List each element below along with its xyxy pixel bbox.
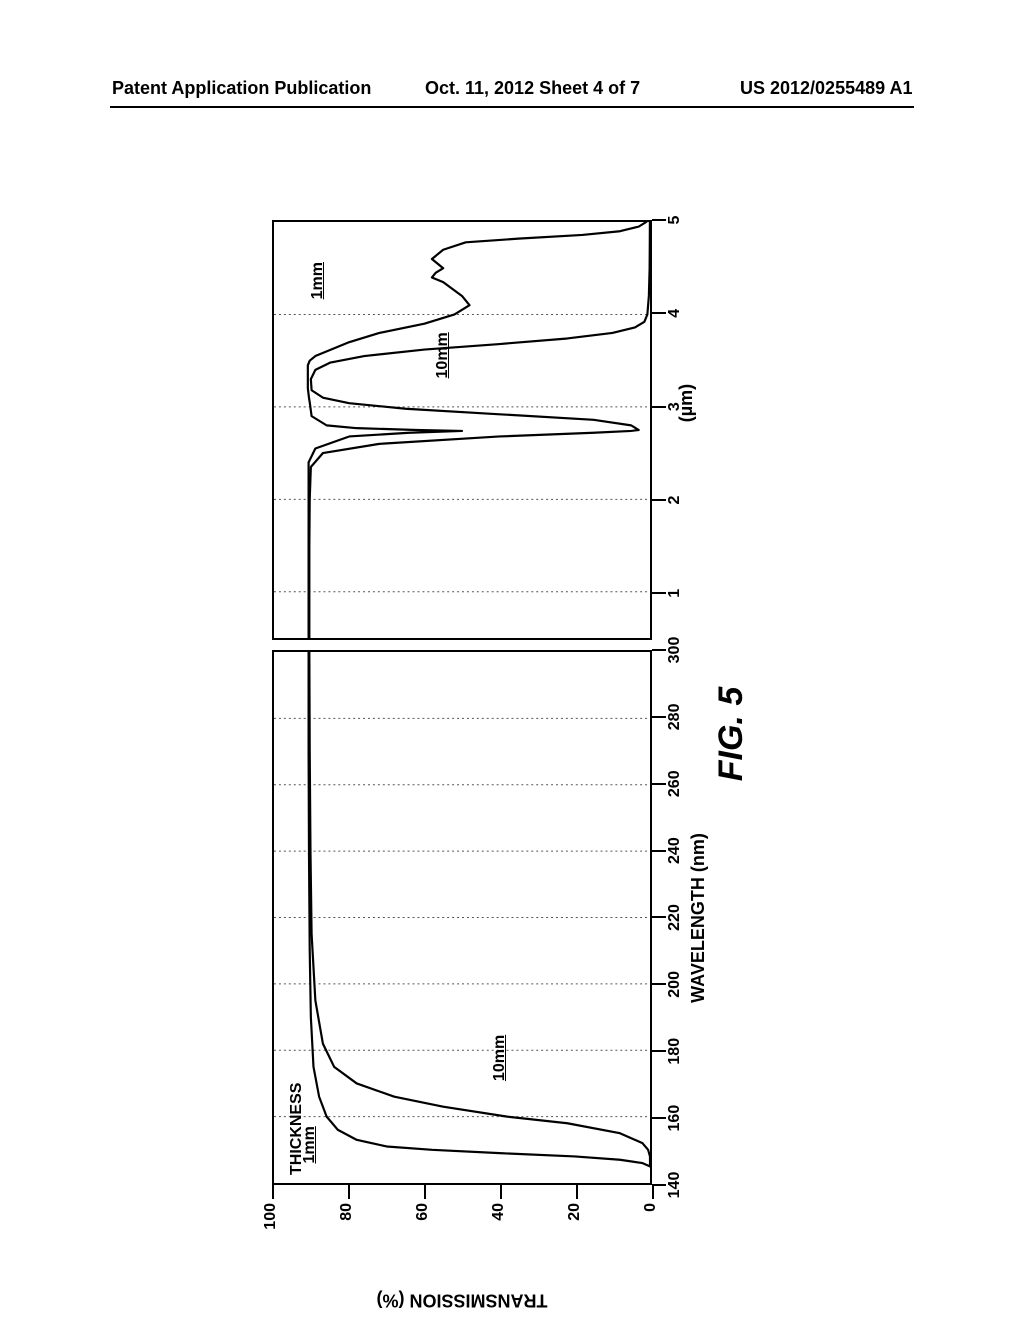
- xtick-label: 1: [666, 589, 684, 598]
- xtick-dash: [652, 783, 666, 785]
- series-label-1mm: 1mm: [309, 262, 327, 299]
- series-label-1mm: 1mm: [301, 1126, 319, 1163]
- ytick-dash: [272, 1185, 274, 1199]
- panel-right: [272, 220, 652, 640]
- panel-left-svg: [274, 652, 650, 1183]
- series-10mm: [309, 222, 650, 638]
- xtick-dash: [652, 917, 666, 919]
- figure-5: TRANSMISSION (%) 020406080100 1401601802…: [232, 180, 792, 1280]
- ytick-dash: [652, 1185, 654, 1199]
- x-axis-label-right: (µm): [676, 384, 697, 422]
- xtick-label: 5: [666, 216, 684, 225]
- xtick-dash: [652, 499, 666, 501]
- panel-left: [272, 650, 652, 1185]
- xtick-label: 220: [666, 904, 684, 931]
- x-axis-label-left: WAVELENGTH (nm): [688, 833, 709, 1003]
- xtick-dash: [652, 649, 666, 651]
- ytick-label: 60: [414, 1203, 432, 1221]
- xtick-dash: [652, 983, 666, 985]
- ytick-label: 40: [490, 1203, 508, 1221]
- ytick-dash: [348, 1185, 350, 1199]
- xtick-dash: [652, 1117, 666, 1119]
- series-10mm: [309, 652, 650, 1166]
- ytick-label: 0: [642, 1203, 660, 1212]
- xtick-label: 4: [666, 309, 684, 318]
- xtick-label: 260: [666, 770, 684, 797]
- header-right: US 2012/0255489 A1: [740, 78, 912, 99]
- xtick-label: 200: [666, 971, 684, 998]
- ytick-dash: [576, 1185, 578, 1199]
- ytick-dash: [424, 1185, 426, 1199]
- header-rule: [110, 106, 914, 108]
- xtick-dash: [652, 850, 666, 852]
- xtick-label: 160: [666, 1105, 684, 1132]
- xtick-dash: [652, 312, 666, 314]
- xtick-label: 140: [666, 1172, 684, 1199]
- xtick-label: 280: [666, 704, 684, 731]
- header-left: Patent Application Publication: [112, 78, 371, 99]
- ytick-label: 80: [338, 1203, 356, 1221]
- ytick-label: 100: [262, 1203, 280, 1230]
- xtick-dash: [652, 1050, 666, 1052]
- xtick-label: 180: [666, 1038, 684, 1065]
- xtick-label: 240: [666, 837, 684, 864]
- series-label-10mm: 10mm: [491, 1035, 509, 1081]
- ytick-label: 20: [566, 1203, 584, 1221]
- ytick-dash: [500, 1185, 502, 1199]
- header-middle: Oct. 11, 2012 Sheet 4 of 7: [425, 78, 640, 99]
- xtick-dash: [652, 592, 666, 594]
- series-1mm: [308, 222, 646, 638]
- xtick-label: 300: [666, 637, 684, 664]
- xtick-dash: [652, 1184, 666, 1186]
- y-axis-label: TRANSMISSION (%): [377, 1290, 548, 1311]
- figure-label: FIG. 5: [712, 687, 751, 781]
- xtick-dash: [652, 219, 666, 221]
- panel-right-svg: [274, 222, 650, 638]
- series-1mm: [309, 652, 650, 1166]
- xtick-dash: [652, 406, 666, 408]
- xtick-dash: [652, 716, 666, 718]
- series-label-10mm: 10mm: [434, 332, 452, 378]
- xtick-label: 2: [666, 496, 684, 505]
- page-header: Patent Application Publication Oct. 11, …: [0, 78, 1024, 108]
